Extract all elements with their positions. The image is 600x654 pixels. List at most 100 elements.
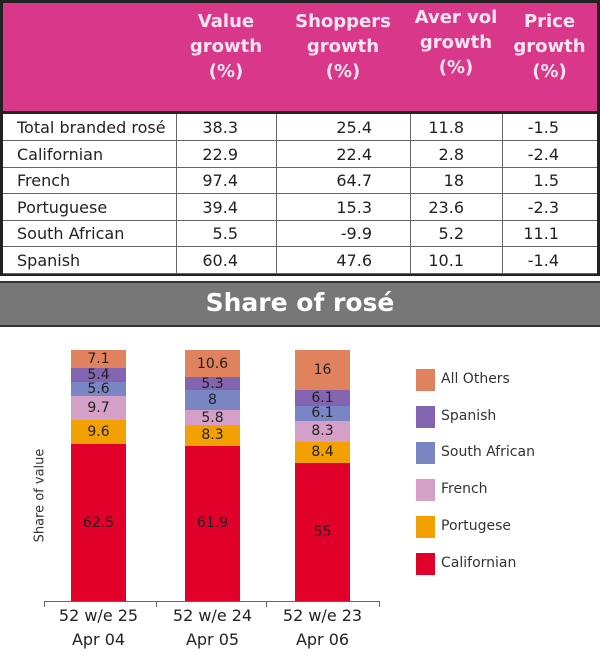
table-row: South African 5.5 -9.9 5.2 11.1 (3, 220, 597, 247)
bar-segment-french: 5.8 (185, 410, 240, 425)
legend-swatch (416, 405, 435, 428)
column-divider (410, 114, 411, 273)
legend-label: French (441, 481, 488, 498)
table-header: Value growth (%) Shoppers growth (%) Aver vol g… (3, 3, 597, 111)
column-divider (276, 114, 277, 273)
legend-item: Californian (416, 552, 596, 575)
growth-table: Value growth (%) Shoppers growth (%) Aver vol g… (0, 0, 600, 276)
legend-swatch (416, 369, 435, 391)
legend-item: Portugese (416, 515, 596, 538)
bar-segment-french: 8.3 (295, 421, 350, 442)
bar-segment-spanish: 5.4 (71, 368, 126, 382)
header-line: (%) (532, 61, 567, 82)
legend-swatch (416, 515, 435, 538)
table-cell: 5.2 (438, 224, 464, 243)
table-row: French 97.4 64.7 18 1.5 (3, 167, 597, 194)
x-tick-label-line: 52 w/e 23 (282, 606, 363, 625)
bar-segment-all-others: 10.6 (185, 350, 240, 377)
x-tick (156, 601, 157, 607)
bar-segment-all-others: 16 (295, 350, 350, 391)
table-body: Total branded rosé 38.3 25.4 11.8 -1.5 Califo… (3, 114, 597, 274)
bar-segment-spanish: 5.3 (185, 376, 240, 391)
header-line: growth (306, 36, 380, 57)
bar-segment-spanish: 6.1 (295, 390, 350, 406)
legend-swatch (416, 442, 435, 465)
legend-item: Spanish (416, 405, 596, 428)
table-row: Californian 22.9 22.4 2.8 -2.4 (3, 141, 597, 168)
bar-segment-portugese: 8.3 (185, 424, 240, 446)
table-cell: -2.4 (527, 144, 559, 164)
legend-swatch (416, 479, 435, 502)
x-tick (379, 601, 380, 607)
x-tick (266, 601, 267, 607)
x-axis-line (44, 601, 380, 602)
row-label: Californian (17, 144, 104, 164)
header-line: growth (513, 36, 586, 57)
bar-segment-californian: 62.5 (71, 444, 126, 601)
header-line: (%) (325, 61, 361, 82)
legend-label: Portugese (441, 517, 512, 534)
bar-segment-californian: 55 (295, 462, 350, 601)
chart-title: Share of rosé (0, 281, 600, 327)
table-cell: 22.9 (202, 144, 238, 164)
column-divider (502, 114, 503, 273)
header-line: Aver vol (414, 7, 498, 28)
y-axis-label: Share of value (32, 448, 48, 543)
row-label: Portuguese (17, 197, 108, 217)
table-cell: 11.8 (428, 118, 464, 137)
table-cell: -9.9 (340, 224, 372, 243)
x-tick-label: 52 w/e 25 Apr 04 (44, 604, 154, 652)
x-tick-label-line: Apr 06 (295, 630, 350, 649)
legend-item: French (416, 479, 596, 502)
x-tick-label-line: Apr 05 (185, 630, 240, 649)
table-cell: 22.4 (336, 144, 372, 164)
table-cell: 23.6 (428, 197, 464, 217)
legend-swatch (416, 552, 435, 575)
row-label: Spanish (17, 250, 81, 270)
header-line: (%) (208, 61, 244, 82)
table-cell: 18 (443, 171, 464, 190)
bar-segment-french: 9.7 (71, 395, 126, 421)
table-cell: -2.3 (527, 197, 559, 217)
column-divider (176, 114, 177, 273)
bar-segment-portugese: 8.4 (295, 441, 350, 463)
legend-label: Californian (441, 554, 517, 571)
table-cell: 60.4 (202, 250, 238, 270)
bar-segment-south-african: 5.6 (71, 382, 126, 396)
legend-label: Spanish (441, 407, 497, 424)
table-cell: 5.5 (212, 224, 238, 243)
table-row: Spanish 60.4 47.6 10.1 -1.4 (3, 247, 597, 274)
x-tick (44, 601, 45, 607)
legend-item: South African (416, 442, 596, 465)
table-cell: 64.7 (336, 171, 372, 190)
column-header: Price growth (%) (502, 9, 597, 84)
table-cell: 2.8 (438, 144, 464, 164)
table-cell: 39.4 (202, 197, 238, 217)
stacked-bar-chart: Share of value 62.5 9.6 9.7 5.6 5.4 7.1 52 w/e … (0, 328, 600, 654)
row-label: Total branded rosé (17, 118, 166, 137)
column-header: Aver vol growth (%) (410, 5, 502, 80)
table-cell: -1.5 (527, 118, 559, 137)
bar-segment-south-african: 8 (185, 390, 240, 411)
table-cell: 38.3 (202, 118, 238, 137)
header-line: Price (523, 11, 576, 32)
header-line: growth (189, 36, 263, 57)
x-tick-label-line: 52 w/e 24 (172, 606, 253, 625)
bar-segment-portugese: 9.6 (71, 420, 126, 445)
table-cell: 25.4 (336, 118, 372, 137)
column-header: Shoppers growth (%) (276, 9, 410, 84)
bar-segment-all-others: 7.1 (71, 350, 126, 369)
table-cell: 11.1 (523, 224, 559, 243)
column-header: Value growth (%) (176, 9, 276, 84)
bar-segment-californian: 61.9 (185, 445, 240, 601)
row-label: South African (17, 224, 125, 243)
table-cell: -1.4 (527, 250, 559, 270)
table-cell: 97.4 (202, 171, 238, 190)
legend-label: South African (441, 444, 535, 461)
header-line: Shoppers (295, 11, 391, 32)
bar-segment-south-african: 6.1 (295, 405, 350, 422)
header-line: (%) (438, 57, 474, 78)
table-cell: 1.5 (533, 171, 559, 190)
x-tick-label: 52 w/e 24 Apr 05 (158, 604, 268, 652)
table-cell: 47.6 (336, 250, 372, 270)
